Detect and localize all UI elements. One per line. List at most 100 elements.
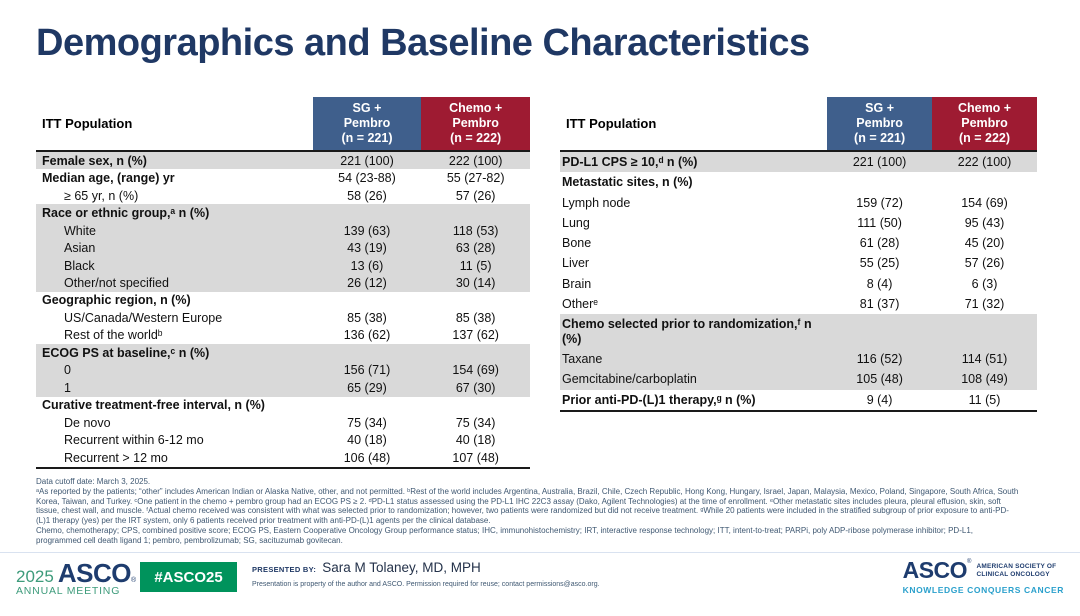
row-label: Other/not specified bbox=[64, 275, 169, 290]
row-value: 67 (30) bbox=[455, 380, 496, 395]
table-row: ≥ 65 yr, n (%) 58 (26) 57 (26) bbox=[36, 187, 530, 204]
population-header: ITT Population bbox=[36, 97, 313, 151]
row-value: 57 (26) bbox=[455, 188, 496, 203]
row-label: Rest of the worldᵇ bbox=[64, 328, 163, 343]
table-row: Lung 111 (50) 95 (43) bbox=[560, 213, 1037, 233]
table-row: Taxane 116 (52) 114 (51) bbox=[560, 348, 1037, 370]
row-value bbox=[313, 292, 422, 309]
presenter-block: PRESENTED BY: Sara M Tolaney, MD, MPH Pr… bbox=[252, 560, 600, 588]
table-row: De novo 75 (34) 75 (34) bbox=[36, 414, 530, 431]
row-value: 107 (48) bbox=[452, 450, 499, 465]
slide-title: Demographics and Baseline Characteristic… bbox=[36, 22, 810, 64]
row-value: 13 (6) bbox=[350, 258, 384, 273]
row-value: 105 (48) bbox=[856, 372, 903, 387]
demographics-grid: ITT Population SG + Pembro (n = 221) Chemo… bbox=[36, 97, 530, 469]
row-label: Median age, (range) yr bbox=[42, 171, 175, 186]
row-value: 222 (100) bbox=[957, 155, 1012, 169]
row-label: Taxane bbox=[562, 351, 603, 366]
society-line2: CLINICAL ONCOLOGY bbox=[976, 570, 1050, 578]
row-value: 156 (71) bbox=[343, 363, 391, 378]
row-label: Geographic region, n (%) bbox=[42, 293, 191, 308]
row-label: US/Canada/Western Europe bbox=[64, 310, 223, 325]
row-value bbox=[313, 204, 422, 221]
row-label: Curative treatment-free interval, n (%) bbox=[42, 398, 265, 413]
registered-mark: ® bbox=[130, 577, 137, 584]
table-row: Recurrent > 12 mo 106 (48) 107 (48) bbox=[36, 449, 530, 467]
disease-characteristics-table: ITT Population SG + Pembro (n = 221) Chemo… bbox=[560, 97, 1037, 412]
row-value: 40 (18) bbox=[347, 433, 387, 448]
logo-year: 2025 bbox=[16, 567, 54, 586]
footnote-line: programmed cell death ligand 1; pembro, … bbox=[36, 535, 343, 545]
row-label: Brain bbox=[562, 276, 592, 291]
row-value: 111 (50) bbox=[857, 215, 902, 230]
asco-wordmark: ASCO bbox=[902, 557, 968, 583]
asco-society-logo: ASCO ® AMERICAN SOCIETY OF CLINICAL ONCO… bbox=[903, 557, 1064, 595]
footer-divider bbox=[0, 552, 1080, 553]
footnote-line: (L)1 therapy (yes) per the IRT system, o… bbox=[36, 516, 491, 526]
row-value: 106 (48) bbox=[343, 450, 391, 465]
row-label: ECOG PS at baseline,ᶜ n (%) bbox=[42, 345, 210, 360]
table-row: Bone 61 (28) 45 (20) bbox=[560, 233, 1037, 253]
table-row: Metastatic sites, n (%) bbox=[560, 172, 1037, 192]
asco-annual-meeting-logo: 2025 ASCO ® ANNUAL MEETING bbox=[16, 558, 136, 597]
row-label: Chemo selected prior to randomization,ᶠ … bbox=[562, 317, 812, 346]
row-value: 61 (28) bbox=[859, 236, 900, 251]
table-row: Race or ethnic group,ᵃ n (%) bbox=[36, 204, 530, 222]
row-value: 81 (37) bbox=[859, 297, 900, 312]
row-label: ≥ 65 yr, n (%) bbox=[64, 188, 139, 203]
row-value: 85 (38) bbox=[455, 310, 496, 325]
row-value: 159 (72) bbox=[856, 195, 903, 210]
row-value: 11 (5) bbox=[459, 258, 492, 273]
row-value: 136 (62) bbox=[343, 328, 391, 343]
row-value: 71 (32) bbox=[964, 297, 1005, 312]
row-value: 118 (53) bbox=[452, 223, 499, 238]
row-label: Otherᵉ bbox=[562, 297, 598, 312]
header-row: ITT Population SG + Pembro (n = 221) Chemo… bbox=[560, 97, 1037, 151]
row-label: Female sex, n (%) bbox=[42, 153, 147, 168]
table-row: Brain 8 (4) 6 (3) bbox=[560, 274, 1037, 294]
asco-wordmark: ASCO bbox=[57, 558, 132, 588]
row-value: 65 (29) bbox=[347, 380, 387, 395]
row-value: 137 (62) bbox=[452, 328, 499, 343]
row-value: 75 (34) bbox=[455, 415, 496, 430]
row-label: White bbox=[64, 223, 96, 238]
row-value: 63 (28) bbox=[455, 241, 496, 256]
row-value: 43 (19) bbox=[347, 241, 387, 256]
permission-note: Presentation is property of the author a… bbox=[252, 581, 600, 588]
row-label: Black bbox=[64, 258, 95, 273]
row-value: 95 (43) bbox=[964, 215, 1005, 230]
row-value bbox=[421, 344, 530, 361]
table-row: Rest of the worldᵇ 136 (62) 137 (62) bbox=[36, 327, 530, 344]
row-value: 221 (100) bbox=[340, 153, 394, 168]
chemo-pembro-header: Chemo + Pembro (n = 222) bbox=[932, 97, 1037, 151]
row-label: Bone bbox=[562, 236, 592, 251]
society-line1: AMERICAN SOCIETY OF bbox=[976, 563, 1057, 570]
table-row: Asian 43 (19) 63 (28) bbox=[36, 239, 530, 257]
table-row: US/Canada/Western Europe 85 (38) 85 (38) bbox=[36, 309, 530, 326]
row-label: 1 bbox=[64, 380, 71, 395]
row-value: 75 (34) bbox=[347, 415, 387, 430]
row-value bbox=[421, 292, 530, 309]
row-value bbox=[827, 314, 932, 349]
footnotes: Data cutoff date: March 3, 2025. ᵃAs repo… bbox=[36, 477, 1046, 546]
footnote-line: Korea, Taiwan, and Turkey. ᶜOne patient … bbox=[36, 496, 1001, 506]
row-value: 26 (12) bbox=[347, 275, 387, 290]
row-value bbox=[313, 397, 422, 414]
row-label: PD-L1 CPS ≥ 10,ᵈ n (%) bbox=[562, 155, 698, 169]
row-label: Metastatic sites, n (%) bbox=[562, 175, 693, 190]
row-value: 139 (63) bbox=[343, 223, 391, 238]
row-label: De novo bbox=[64, 415, 111, 430]
table-row: Geographic region, n (%) bbox=[36, 292, 530, 309]
asco-motto: KNOWLEDGE CONQUERS CANCER bbox=[902, 585, 1064, 595]
row-label: Race or ethnic group,ᵃ n (%) bbox=[42, 206, 210, 221]
row-value: 55 (27-82) bbox=[446, 171, 505, 186]
table-row: ECOG PS at baseline,ᶜ n (%) bbox=[36, 344, 530, 362]
row-value: 6 (3) bbox=[971, 276, 998, 291]
table-row: Liver 55 (25) 57 (26) bbox=[560, 253, 1037, 273]
table-row: Chemo selected prior to randomization,ᶠ … bbox=[560, 314, 1037, 349]
footnote-line: Data cutoff date: March 3, 2025. bbox=[36, 477, 151, 486]
row-value: 222 (100) bbox=[448, 153, 503, 168]
row-value: 8 (4) bbox=[866, 276, 893, 291]
row-label: Prior anti-PD-(L)1 therapy,ᵍ n (%) bbox=[562, 392, 756, 407]
row-value: 116 (52) bbox=[856, 351, 903, 366]
